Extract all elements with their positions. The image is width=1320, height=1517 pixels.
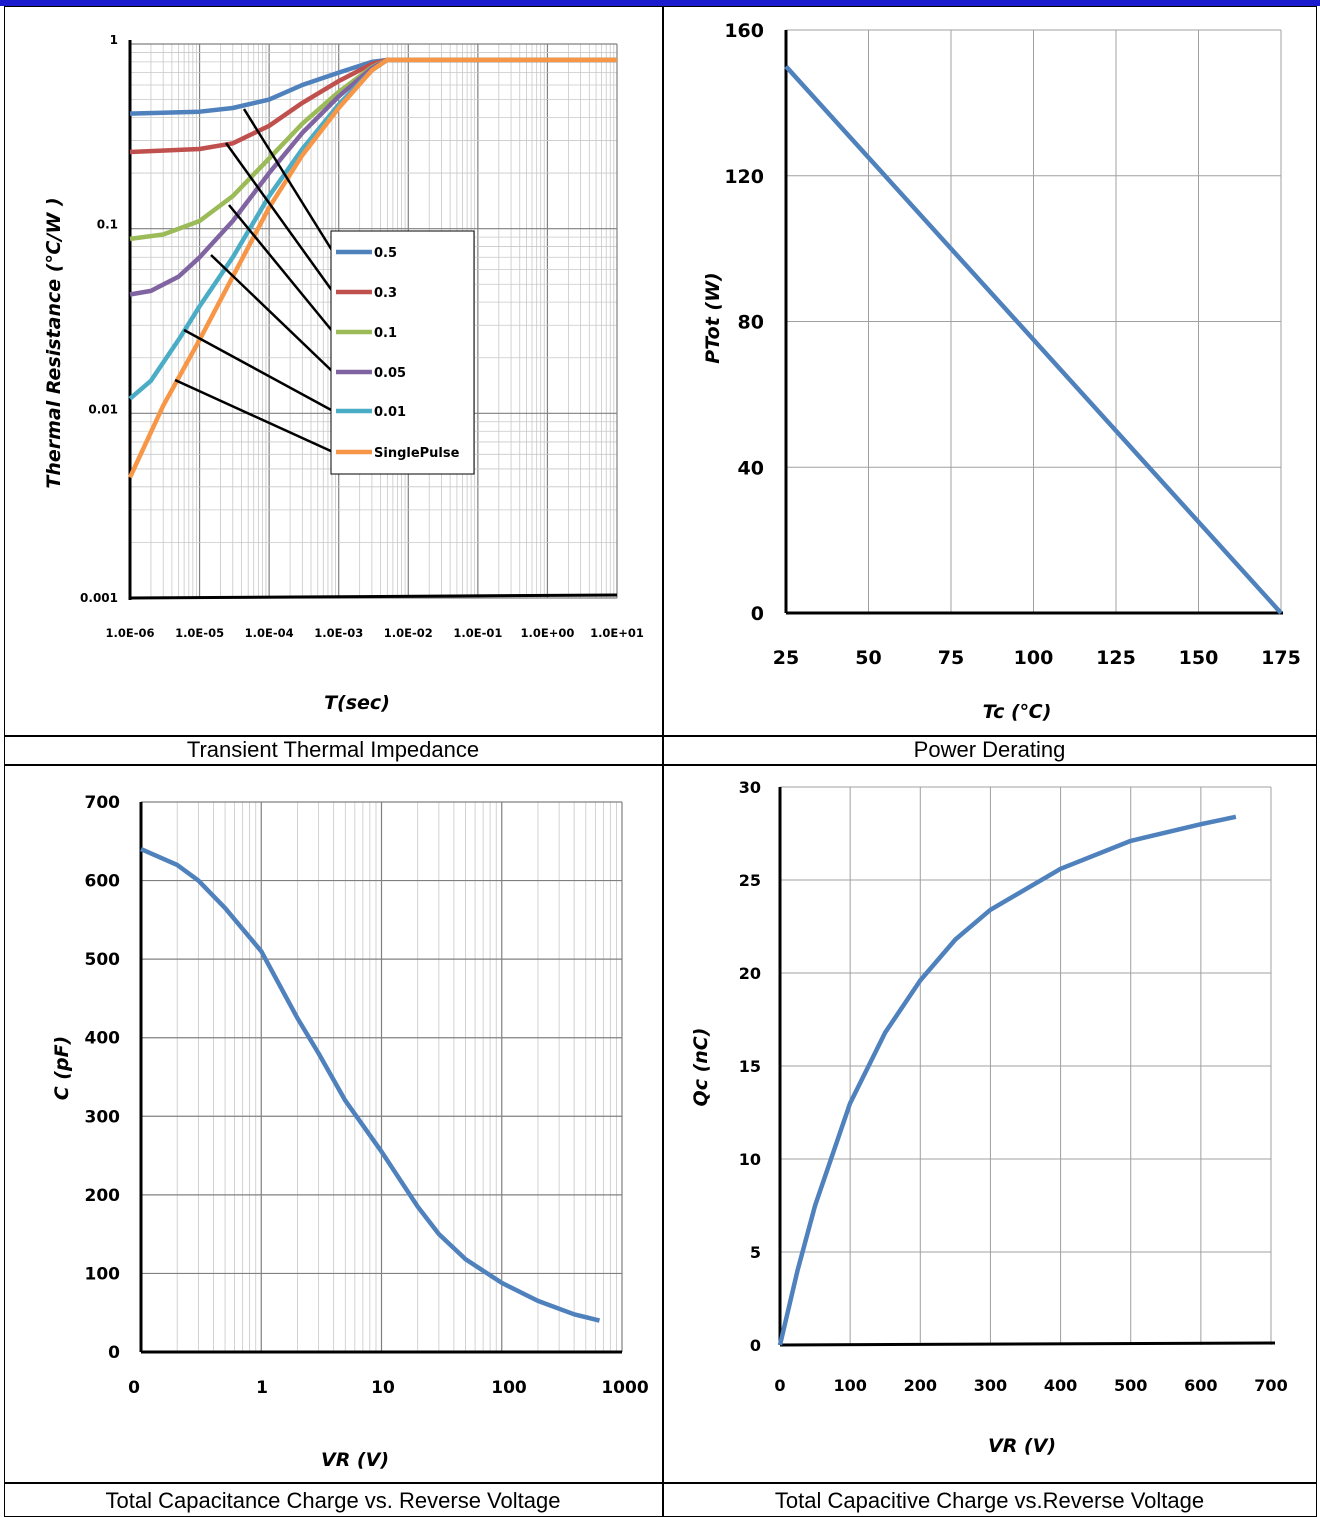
y-tick-label: 300 xyxy=(85,1107,121,1127)
y-tick-label: 20 xyxy=(739,964,761,983)
y-axis-label: C (pF) xyxy=(51,1036,73,1101)
legend-callout-line xyxy=(174,378,334,454)
y-tick-label: 5 xyxy=(750,1243,761,1262)
y-tick-label: 30 xyxy=(739,778,761,797)
legend-label: 0.05 xyxy=(374,366,406,381)
x-tick-label: 400 xyxy=(1044,1376,1077,1395)
x-tick-label: 200 xyxy=(904,1376,937,1395)
y-tick-label: 40 xyxy=(738,457,764,479)
legend-callout-line xyxy=(210,254,334,373)
y-tick-label: 600 xyxy=(85,872,121,892)
y-tick-label: 160 xyxy=(724,20,764,42)
x-tick-label: 1000 xyxy=(601,1378,648,1398)
x-tick-label: 1.0E+01 xyxy=(590,626,644,640)
x-axis xyxy=(129,593,618,600)
x-tick-label: 1.0E-02 xyxy=(384,626,433,640)
y-axis-label: PTot (W) xyxy=(702,272,724,364)
y-tick-label: 500 xyxy=(85,950,121,970)
x-tick-label: 175 xyxy=(1261,647,1301,669)
x-tick-label: 50 xyxy=(855,647,881,669)
legend-callout-line xyxy=(242,108,335,253)
y-tick-label: 120 xyxy=(724,166,764,188)
legend-label: 0.01 xyxy=(374,405,406,420)
series-line xyxy=(127,57,617,479)
top-accent-bar xyxy=(0,0,1320,6)
y-tick-label: 200 xyxy=(85,1186,121,1206)
x-tick-label: 25 xyxy=(773,647,799,669)
x-tick-label: 125 xyxy=(1096,647,1136,669)
y-tick-label: 0 xyxy=(751,603,764,625)
x-axis-label: VR (V) xyxy=(321,1449,389,1471)
x-tick-label: 150 xyxy=(1179,647,1219,669)
y-tick-label: 15 xyxy=(739,1057,761,1076)
caption-power-derating: Power Derating xyxy=(913,737,1066,762)
legend-callout-line xyxy=(183,328,334,413)
x-tick-label: 600 xyxy=(1184,1376,1217,1395)
series-line xyxy=(140,847,601,1323)
x-tick-label: 100 xyxy=(833,1376,866,1395)
y-axis-label: Thermal Resistance (℃/W ) xyxy=(43,197,65,488)
x-tick-label: 0 xyxy=(774,1376,785,1395)
y-tick-label: 0.001 xyxy=(80,591,118,605)
legend-label: 0.5 xyxy=(374,246,397,261)
x-axis xyxy=(779,1341,1276,1347)
legend-callout-line xyxy=(228,204,334,333)
series-line xyxy=(784,64,1283,615)
x-axis-label: T(sec) xyxy=(324,692,390,714)
legend-label: 0.1 xyxy=(374,326,397,341)
caption-top-divider xyxy=(4,735,1317,737)
x-tick-label: 100 xyxy=(491,1378,527,1398)
x-axis-label: VR (V) xyxy=(988,1435,1056,1457)
x-tick-label: 1.0E+00 xyxy=(520,626,574,640)
y-tick-label: 0 xyxy=(108,1343,120,1363)
x-tick-label: 1.0E-01 xyxy=(453,626,502,640)
y-tick-label: 400 xyxy=(85,1029,121,1049)
x-tick-label: 500 xyxy=(1114,1376,1147,1395)
caption-bottom-divider xyxy=(4,1482,1317,1484)
y-tick-label: 0.01 xyxy=(88,402,118,416)
x-tick-label: 0 xyxy=(128,1378,140,1398)
y-tick-label: 25 xyxy=(739,871,761,890)
row-divider xyxy=(4,764,1317,766)
x-tick-label: 1.0E-03 xyxy=(314,626,363,640)
y-tick-label: 100 xyxy=(85,1264,121,1284)
legend-box xyxy=(330,230,475,475)
caption-total-capacitive-charge: Total Capacitive Charge vs.Reverse Volta… xyxy=(774,1488,1205,1513)
caption-transient-thermal-impedance: Transient Thermal Impedance xyxy=(186,737,480,762)
y-axis-label: Qc (nC) xyxy=(690,1028,712,1107)
x-tick-label: 300 xyxy=(974,1376,1007,1395)
x-tick-label: 700 xyxy=(1254,1376,1287,1395)
y-tick-label: 10 xyxy=(739,1150,761,1169)
x-tick-label: 1.0E-06 xyxy=(105,626,154,640)
y-tick-label: 700 xyxy=(85,793,121,813)
y-tick-label: 1 xyxy=(110,33,118,47)
x-tick-label: 75 xyxy=(938,647,964,669)
x-tick-label: 1.0E-05 xyxy=(175,626,224,640)
x-tick-label: 1.0E-04 xyxy=(245,626,294,640)
legend-label: SinglePulse xyxy=(374,446,460,461)
legend-callout-line xyxy=(224,142,335,293)
legend-label: 0.3 xyxy=(374,286,397,301)
column-divider xyxy=(662,6,664,1517)
y-tick-label: 0.1 xyxy=(97,218,118,232)
x-axis-label: Tc (℃) xyxy=(983,701,1052,723)
x-tick-label: 10 xyxy=(371,1378,395,1398)
y-tick-label: 80 xyxy=(738,312,764,334)
x-tick-label: 1 xyxy=(256,1378,268,1398)
y-tick-label: 0 xyxy=(750,1336,761,1355)
series-line xyxy=(777,814,1237,1346)
x-tick-label: 100 xyxy=(1014,647,1054,669)
caption-total-capacitance: Total Capacitance Charge vs. Reverse Vol… xyxy=(105,1488,561,1513)
